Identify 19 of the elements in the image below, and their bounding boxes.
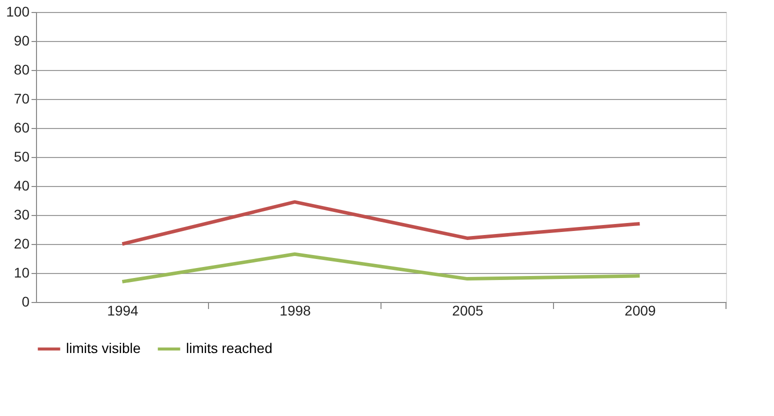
x-tick-label: 2005 <box>452 302 484 318</box>
y-tick-label: 30 <box>14 206 30 222</box>
y-tick-label: 80 <box>14 62 30 78</box>
x-tick-label: 1994 <box>107 302 139 318</box>
legend-label: limits reached <box>186 340 272 356</box>
y-tick-label: 70 <box>14 90 30 106</box>
y-tick-label: 50 <box>14 148 30 164</box>
line-series <box>120 252 642 284</box>
line-series <box>120 200 642 246</box>
x-tick-label: 2009 <box>624 302 656 318</box>
y-tick-label: 0 <box>22 294 30 310</box>
y-tick-label: 60 <box>14 120 30 136</box>
y-tick-label: 20 <box>14 236 30 252</box>
y-tick-label: 10 <box>14 264 30 280</box>
legend-label: limits visible <box>66 340 141 356</box>
x-tick-label: 1998 <box>280 302 312 318</box>
y-tick-label: 90 <box>14 32 30 48</box>
y-tick-label: 40 <box>14 178 30 194</box>
y-tick-label: 100 <box>6 4 30 20</box>
